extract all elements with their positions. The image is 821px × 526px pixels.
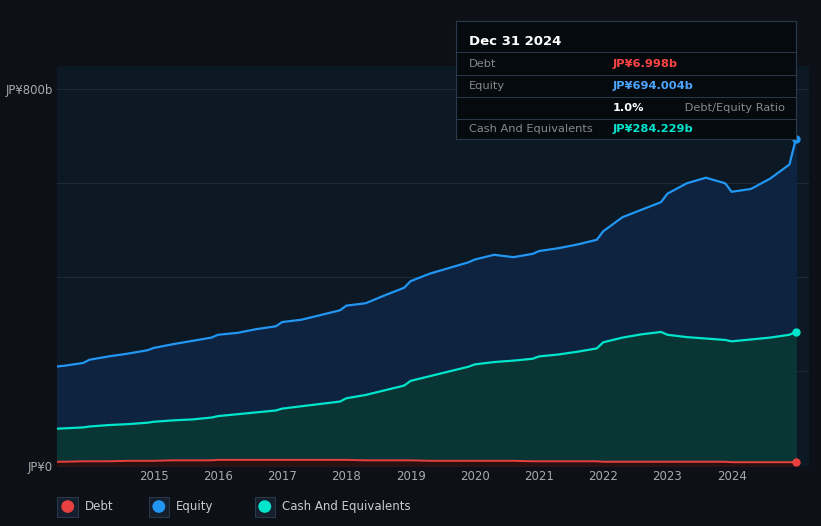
Text: JP¥6.998b: JP¥6.998b [612,58,677,69]
Text: Debt/Equity Ratio: Debt/Equity Ratio [681,103,785,113]
Text: JP¥694.004b: JP¥694.004b [612,81,693,91]
Circle shape [259,501,271,512]
Text: Equity: Equity [176,500,213,513]
Text: Cash And Equivalents: Cash And Equivalents [282,500,410,513]
Text: Dec 31 2024: Dec 31 2024 [470,35,562,48]
Text: Equity: Equity [470,81,506,91]
Circle shape [62,501,74,512]
Text: Debt: Debt [85,500,113,513]
Text: JP¥284.229b: JP¥284.229b [612,124,693,134]
Text: 1.0%: 1.0% [612,103,644,113]
Text: Cash And Equivalents: Cash And Equivalents [470,124,593,134]
Text: Debt: Debt [470,58,497,69]
Circle shape [154,501,164,512]
